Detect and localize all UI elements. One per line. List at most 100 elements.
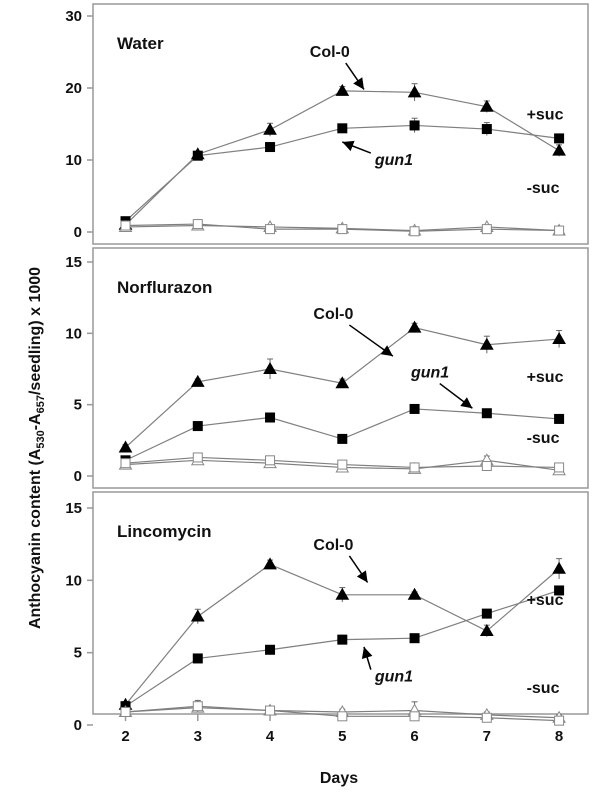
lincomycin-annotation-suc-label: -suc <box>527 680 560 697</box>
lincomycin-xtick-label: 2 <box>121 728 129 745</box>
water-ytick-label: 30 <box>65 8 82 25</box>
lincomycin-col0-suc-point <box>335 587 350 600</box>
lincomycin-ytick-label: 5 <box>74 645 82 662</box>
lincomycin-xtick-label: 4 <box>266 728 275 745</box>
water-gun1-nosuc-point <box>120 220 131 231</box>
water-annotation-col0-arrowhead <box>353 77 364 90</box>
lincomycin-ytick-label: 0 <box>74 717 82 734</box>
norflurazon-col0-suc-point <box>552 332 566 345</box>
norflurazon-ytick-label: 10 <box>65 325 82 342</box>
lincomycin-xtick-label: 3 <box>194 728 202 745</box>
water-gun1-suc-point <box>481 124 492 135</box>
water-annotation-suc-label: -suc <box>527 180 560 197</box>
water-gun1-nosuc-point <box>337 224 348 235</box>
norflurazon-gun1-nosuc-point <box>337 459 348 470</box>
water-col0-suc-point <box>552 143 566 156</box>
lincomycin-col0-suc-point <box>479 623 494 636</box>
lincomycin-ytick-label: 15 <box>65 500 82 517</box>
water-gun1-suc-point <box>554 133 565 144</box>
water-col0-suc-point <box>335 83 350 96</box>
norflurazon-gun1-nosuc-point <box>192 452 203 463</box>
norflurazon-frame <box>92 247 589 489</box>
norflurazon-gun1-nosuc-point <box>265 455 276 466</box>
water-gun1-suc-point <box>265 142 276 153</box>
water-annotation-gun1-arrowhead <box>342 140 355 152</box>
norflurazon-gun1-suc-point <box>409 403 420 414</box>
lincomycin-xtick-label: 6 <box>410 728 418 745</box>
lincomycin-annotation-col0-arrowhead <box>356 570 368 583</box>
lincomycin-col0-suc-point <box>263 557 277 570</box>
norflurazon-annotation-gun1-arrowhead <box>460 397 473 409</box>
norflurazon-gun1-suc-point <box>265 412 276 423</box>
norflurazon-ytick-label: 5 <box>74 397 82 414</box>
lincomycin-col0-suc-point <box>552 561 566 574</box>
water-gun1-nosuc-point <box>481 224 492 235</box>
water-annotation-col0-label: Col-0 <box>310 44 350 61</box>
norflurazon-gun1-nosuc-point <box>409 462 420 473</box>
norflurazon-col0-suc-point <box>479 337 494 350</box>
lincomycin-annotation-suc-label: +suc <box>527 592 564 609</box>
lincomycin-col0-suc-point <box>190 609 205 622</box>
water-col0-suc-point <box>479 99 494 112</box>
norflurazon-panel-title: Norflurazon <box>117 278 212 297</box>
lincomycin-gun1-suc-point <box>554 585 565 596</box>
norflurazon-annotation-col0-arrowhead <box>380 345 393 357</box>
norflurazon-col0-suc-point <box>118 440 133 453</box>
panel-norflurazon: 0 5 10 15 Norflurazon Col-0 gun1 +suc -suc <box>65 247 589 489</box>
water-gun1-nosuc-point <box>192 219 203 230</box>
lincomycin-gun1-suc-line <box>125 589 560 707</box>
x-axis-label: Days <box>320 770 358 787</box>
norflurazon-gun1-suc-point <box>554 413 565 424</box>
lincomycin-gun1-nosuc-point <box>265 705 276 716</box>
norflurazon-annotation-col0-label: Col-0 <box>313 306 353 323</box>
norflurazon-annotation-suc-label: -suc <box>527 430 560 447</box>
water-annotation-suc-label: +suc <box>527 107 564 124</box>
water-ytick-label: 0 <box>74 224 82 241</box>
water-ytick-label: 10 <box>65 152 82 169</box>
norflurazon-annotation-suc-label: +suc <box>527 369 564 386</box>
water-annotation-gun1-label: gun1 <box>374 152 413 169</box>
lincomycin-gun1-suc-point <box>409 633 420 644</box>
norflurazon-col0-suc-point <box>190 374 205 387</box>
lincomycin-gun1-nosuc-point <box>192 701 203 712</box>
norflurazon-gun1-suc-point <box>481 408 492 419</box>
water-col0-suc-point <box>407 85 422 98</box>
lincomycin-xtick-label: 7 <box>483 728 491 745</box>
lincomycin-annotation-col0-label: Col-0 <box>313 537 353 554</box>
water-gun1-suc-line <box>125 124 560 222</box>
water-frame <box>92 3 589 245</box>
lincomycin-gun1-suc-point <box>265 644 276 655</box>
lincomycin-gun1-nosuc-point <box>337 711 348 722</box>
norflurazon-gun1-nosuc-point <box>120 458 131 469</box>
norflurazon-ytick-label: 0 <box>74 468 82 485</box>
lincomycin-xtick-label: 8 <box>555 728 563 745</box>
lincomycin-col0-suc-line <box>125 563 560 706</box>
lincomycin-gun1-nosuc-point <box>120 706 131 717</box>
water-ytick-label: 20 <box>65 80 82 97</box>
norflurazon-gun1-suc-point <box>337 433 348 444</box>
lincomycin-annotation-gun1-label: gun1 <box>374 669 413 686</box>
lincomycin-panel-title: Lincomycin <box>117 522 211 541</box>
lincomycin-gun1-suc-point <box>192 653 203 664</box>
water-gun1-suc-point <box>192 150 203 161</box>
norflurazon-gun1-suc-point <box>192 421 203 432</box>
lincomycin-gun1-nosuc-point <box>481 712 492 723</box>
water-gun1-nosuc-point <box>554 225 565 236</box>
lincomycin-gun1-nosuc-point <box>409 711 420 722</box>
water-col0-suc-point <box>263 122 277 135</box>
water-gun1-suc-point <box>409 120 420 131</box>
panel-water: 0 10 20 30 Water Col-0 gun1 +suc -suc <box>65 3 589 245</box>
lincomycin-gun1-nosuc-point <box>554 715 565 726</box>
lincomycin-ytick-label: 10 <box>65 572 82 589</box>
water-gun1-suc-point <box>337 123 348 134</box>
lincomycin-gun1-suc-point <box>337 634 348 645</box>
norflurazon-col0-suc-point <box>407 320 422 333</box>
lincomycin-col0-suc-point <box>407 587 422 600</box>
norflurazon-gun1-nosuc-point <box>554 462 565 473</box>
water-panel-title: Water <box>117 34 164 53</box>
norflurazon-ytick-label: 15 <box>65 254 82 271</box>
lincomycin-xtick-label: 5 <box>338 728 346 745</box>
lincomycin-annotation-gun1-arrowhead <box>361 646 373 659</box>
water-gun1-nosuc-point <box>265 224 276 235</box>
